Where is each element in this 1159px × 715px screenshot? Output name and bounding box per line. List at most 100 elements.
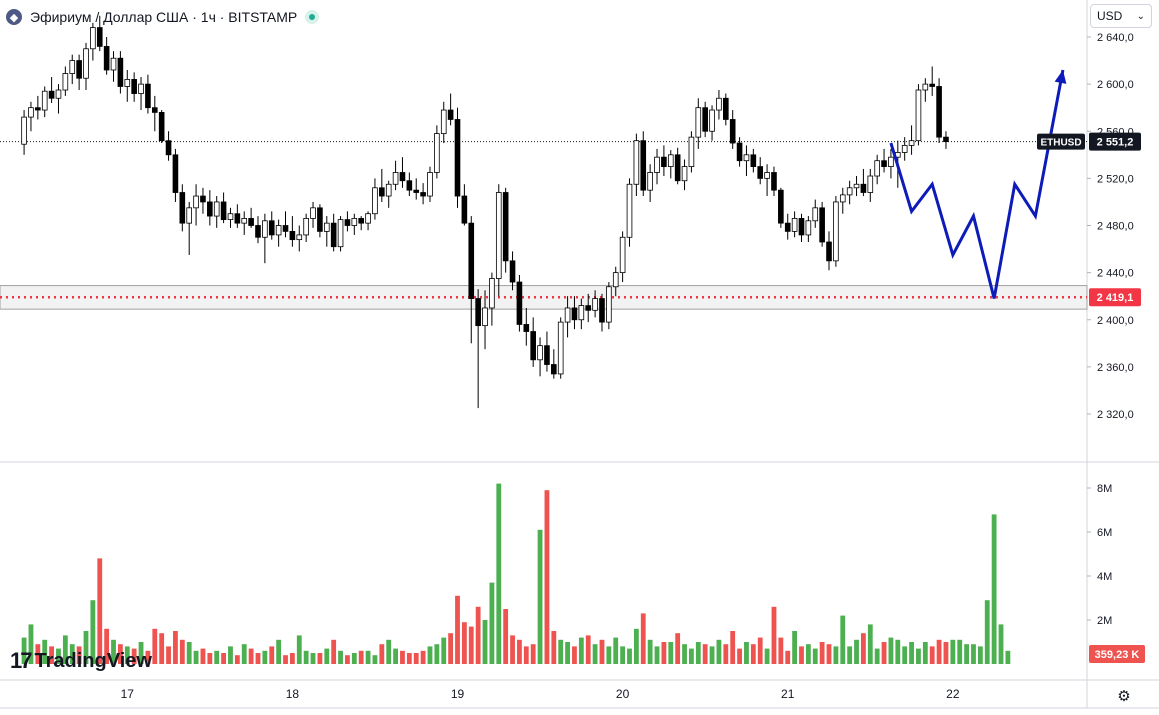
candle-body	[530, 331, 536, 361]
candle	[447, 93, 454, 126]
candle	[468, 216, 475, 344]
candle-body	[716, 97, 722, 111]
candle	[62, 66, 69, 96]
candle-body	[207, 201, 213, 217]
volume-bar	[248, 648, 254, 664]
candle-body	[468, 222, 475, 299]
candle	[846, 180, 853, 205]
volume-bar	[510, 635, 515, 664]
volume-bar	[351, 653, 357, 664]
last-price-label: 2 551,2	[1097, 137, 1134, 149]
candle-body	[337, 219, 344, 248]
volume-bar	[441, 637, 447, 664]
candle-body	[358, 218, 364, 224]
candle	[495, 184, 502, 297]
candle	[516, 274, 523, 332]
candle	[784, 213, 791, 240]
candle	[778, 187, 784, 228]
candle	[289, 216, 296, 247]
candle-body	[495, 192, 502, 279]
price-tick-label: 2 600,0	[1097, 79, 1134, 91]
candle	[674, 147, 681, 185]
volume-tick-label: 4M	[1097, 571, 1112, 583]
candle	[165, 131, 172, 161]
candle	[743, 145, 750, 177]
volume-bar	[640, 613, 646, 664]
volume-bar	[310, 653, 316, 664]
candle-body	[537, 345, 543, 361]
volume-bar	[331, 639, 337, 664]
candle	[344, 211, 351, 232]
volume-bar	[929, 646, 935, 664]
candle	[826, 231, 832, 271]
volume-bar	[551, 631, 557, 664]
candle	[537, 337, 543, 377]
candle-body	[200, 195, 206, 203]
gear-icon[interactable]: ⚙	[1117, 688, 1131, 705]
candle	[915, 84, 922, 146]
candle-body	[193, 195, 199, 209]
candle	[275, 219, 282, 247]
volume-bar	[517, 639, 522, 664]
tradingview-brand-name: TradingView	[34, 649, 152, 672]
volume-bar	[489, 582, 495, 664]
volume-tick-label: 8M	[1097, 483, 1112, 495]
candle	[640, 131, 647, 197]
volume-bar	[627, 648, 632, 664]
volume-bar	[764, 648, 770, 664]
candle	[716, 90, 722, 120]
volume-bar	[909, 642, 914, 664]
symbol-title[interactable]: Эфириум / Доллар США · 1ч · BITSTAMP	[30, 9, 298, 25]
candle	[186, 201, 193, 255]
volume-bar	[812, 648, 818, 664]
volume-bar	[186, 642, 192, 664]
volume-bar	[379, 644, 385, 664]
tradingview-logo[interactable]: 17 TradingView	[10, 648, 152, 674]
candle-body	[399, 172, 406, 182]
candle-body	[76, 60, 82, 79]
candle	[661, 145, 667, 177]
candle-body	[172, 154, 179, 193]
time-tick-label: 22	[946, 687, 960, 701]
volume-bar	[578, 637, 584, 664]
volume-bar	[957, 639, 963, 664]
candle-body	[90, 27, 96, 50]
candle	[358, 216, 364, 231]
candle-body	[110, 57, 117, 71]
currency-selector[interactable]: USD ⌄	[1090, 4, 1152, 28]
candle-body	[901, 144, 908, 153]
candle-body	[881, 160, 887, 167]
candle-body	[303, 218, 309, 236]
candle	[248, 207, 254, 228]
volume-bar	[482, 620, 488, 664]
volume-bar	[977, 646, 983, 664]
candle-body	[145, 83, 151, 109]
candle	[138, 77, 144, 111]
candle	[461, 184, 468, 226]
volume-bar	[345, 655, 350, 664]
candle	[688, 131, 695, 173]
candle-body	[860, 183, 867, 193]
volume-bar	[28, 624, 34, 664]
candle-body	[96, 27, 103, 47]
volume-bar	[262, 650, 268, 664]
volume-bar	[723, 644, 729, 664]
candle-body	[929, 83, 936, 87]
candle-body	[943, 136, 949, 143]
candle-body	[571, 307, 578, 321]
candle	[578, 298, 585, 330]
volume-bar	[943, 642, 949, 664]
volume-bar	[902, 646, 908, 664]
candle	[867, 168, 874, 202]
volume-bar	[916, 648, 921, 664]
candle	[110, 51, 117, 82]
candle	[303, 213, 309, 242]
candle	[619, 231, 626, 283]
candle	[69, 54, 76, 85]
candle	[96, 15, 103, 52]
candle	[317, 204, 323, 238]
ethereum-icon: ◆	[6, 9, 22, 25]
candle-body	[220, 201, 227, 221]
candle-body	[750, 154, 757, 167]
